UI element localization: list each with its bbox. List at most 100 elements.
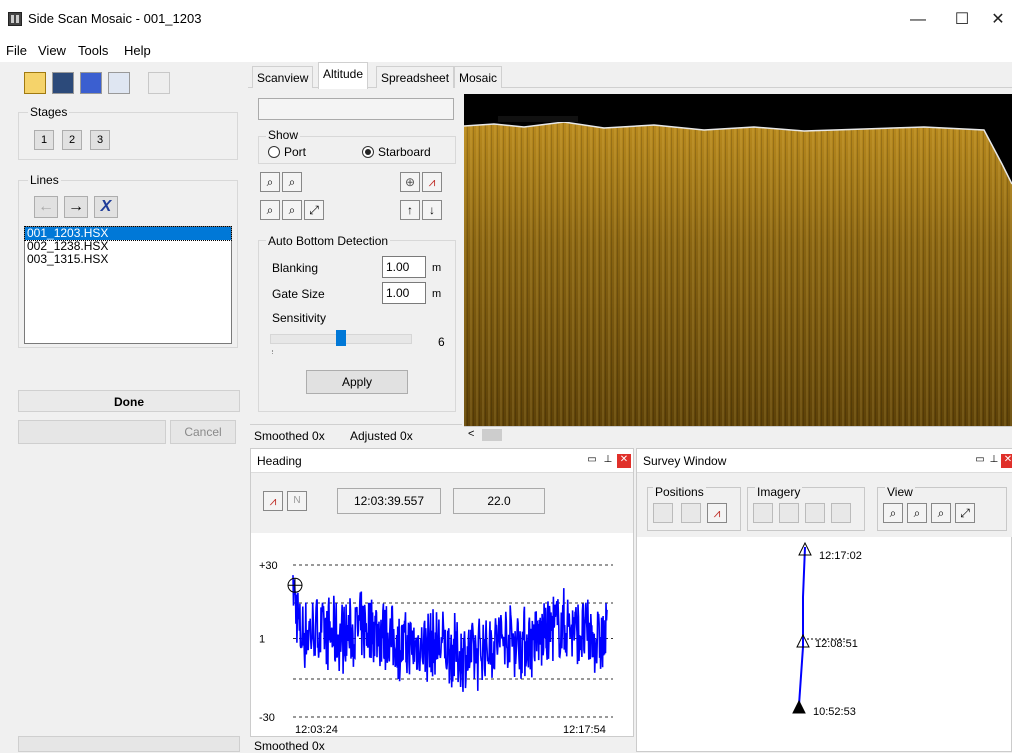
lines-list[interactable]: 001_1203.HSX 002_1238.HSX 003_1315.HSX <box>24 226 232 344</box>
open-folder-icon[interactable] <box>24 72 46 94</box>
view-label: View <box>885 485 915 499</box>
menu-help[interactable]: Help <box>124 43 151 58</box>
cancel-button[interactable]: Cancel <box>170 420 236 444</box>
position-marker <box>796 633 810 648</box>
tab-scanview[interactable]: Scanview <box>252 66 314 88</box>
scroll-left-icon[interactable]: < <box>468 428 475 440</box>
blanking-unit: m <box>432 262 442 274</box>
wave-icon[interactable]: ⩘ <box>422 172 442 192</box>
stage-1-button[interactable]: 1 <box>34 130 54 150</box>
undo-icon[interactable] <box>148 72 170 94</box>
progress-bar <box>18 420 166 444</box>
arrow-down-icon[interactable]: ↓ <box>422 200 442 220</box>
x-tick-label: 12:17:54 <box>563 724 606 735</box>
expand-icon[interactable]: ⤢ <box>304 200 324 220</box>
view-group <box>877 487 1007 531</box>
heading-header: Heading ▭ ⊥ ✕ <box>251 449 633 473</box>
lines-group <box>18 180 238 348</box>
zoom-in-icon[interactable]: ⌕ <box>907 503 927 523</box>
tab-altitude[interactable]: Altitude <box>318 62 369 89</box>
app-icon <box>8 12 22 26</box>
positions-button-2[interactable] <box>681 503 701 523</box>
imagery-button-4[interactable] <box>831 503 851 523</box>
list-icon[interactable] <box>108 72 130 94</box>
sensitivity-slider[interactable] <box>336 330 346 346</box>
arrow-left-icon[interactable]: ← <box>34 196 58 218</box>
horizontal-scrollbar[interactable]: < <box>464 426 1012 442</box>
positions-button-1[interactable] <box>653 503 673 523</box>
port-label: Port <box>284 145 307 159</box>
scroll-thumb[interactable] <box>482 429 502 441</box>
tab-mosaic[interactable]: Mosaic <box>454 66 503 88</box>
position-label: 12:08:51 <box>815 638 858 650</box>
survey-chart[interactable]: 12:17:02 12:08:51 10:52:53 <box>637 537 1011 751</box>
starboard-label: Starboard <box>378 145 431 159</box>
left-panel: Stages 1 2 3 Lines ← → X 001_1203.HSX 00… <box>0 62 246 752</box>
heading-title: Heading <box>257 454 302 468</box>
port-radio[interactable] <box>268 146 280 158</box>
maximize-button[interactable]: ☐ <box>954 11 970 28</box>
close-pane-icon[interactable]: ✕ <box>1001 454 1012 468</box>
zoom-fit-icon[interactable]: ⌕ <box>282 172 302 192</box>
crosshair-icon[interactable]: ⊕ <box>400 172 420 192</box>
tool-x-icon[interactable]: X <box>94 196 118 218</box>
arrow-up-icon[interactable]: ↑ <box>400 200 420 220</box>
save-icon[interactable] <box>52 72 74 94</box>
pin-pane-icon[interactable]: ⊥ <box>603 454 613 465</box>
heading-smoothed-label: Smoothed 0x <box>254 739 325 753</box>
title-bar: Side Scan Mosaic - 001_1203 — ☐ ✕ <box>0 0 1012 40</box>
gate-size-label: Gate Size <box>272 287 325 301</box>
bottom-status-bar <box>18 736 240 752</box>
zoom-fit-icon[interactable]: ⌕ <box>931 503 951 523</box>
north-button[interactable]: N <box>287 491 307 511</box>
heading-chart[interactable]: +30 1 -30 12:03:24 12:17:54 <box>251 535 633 735</box>
slider-ticks <box>272 350 412 354</box>
survey-toolbar: Positions ⩘ Imagery View ⌕ ⌕ ⌕ ⤢ <box>637 473 1012 537</box>
menu-view[interactable]: View <box>38 43 66 58</box>
imagery-button-3[interactable] <box>805 503 825 523</box>
menu-file[interactable]: File <box>6 43 27 58</box>
imagery-group <box>747 487 865 531</box>
heading-statusbar: Smoothed 0x <box>250 736 634 753</box>
arrow-right-icon[interactable]: → <box>64 196 88 218</box>
minimize-button[interactable]: — <box>910 11 926 28</box>
close-button[interactable]: ✕ <box>991 11 1005 28</box>
list-item[interactable]: 003_1315.HSX <box>27 252 109 266</box>
list-item[interactable]: 002_1238.HSX <box>27 239 109 253</box>
wave-icon[interactable]: ⩘ <box>263 491 283 511</box>
menu-tools[interactable]: Tools <box>78 43 109 58</box>
blanking-field[interactable]: 1.00 <box>382 256 426 278</box>
zoom-extent-icon[interactable]: ⌕ <box>883 503 903 523</box>
wave-icon[interactable]: ⩘ <box>707 503 727 523</box>
blanking-label: Blanking <box>272 261 319 275</box>
tab-spreadsheet[interactable]: Spreadsheet <box>376 66 455 88</box>
lines-label: Lines <box>28 173 61 187</box>
stages-group <box>18 112 238 160</box>
sensitivity-label: Sensitivity <box>272 311 327 325</box>
altitude-panel: Show Port Starboard ⌕ ⌕ ⊕ ⩘ ⌕ ⌕ ⤢ ↑ ↓ Au… <box>250 90 462 442</box>
position-label: 10:52:53 <box>813 706 856 718</box>
pen-icon[interactable] <box>80 72 102 94</box>
starboard-radio[interactable] <box>362 146 374 158</box>
imagery-button-2[interactable] <box>779 503 799 523</box>
zoom-in-icon[interactable]: ⌕ <box>260 172 280 192</box>
window-title: Side Scan Mosaic - 001_1203 <box>28 11 202 26</box>
altitude-input[interactable] <box>258 98 454 120</box>
close-pane-icon[interactable]: ✕ <box>617 454 631 468</box>
auto-bottom-label: Auto Bottom Detection <box>266 234 391 248</box>
gate-size-field[interactable]: 1.00 <box>382 282 426 304</box>
stage-3-button[interactable]: 3 <box>90 130 110 150</box>
restore-pane-icon[interactable]: ▭ <box>587 454 597 465</box>
restore-pane-icon[interactable]: ▭ <box>975 454 985 465</box>
list-item[interactable]: 001_1203.HSX <box>24 226 232 241</box>
zoom-plus-icon[interactable]: ⌕ <box>260 200 280 220</box>
sonar-image[interactable] <box>464 94 1012 426</box>
imagery-button-1[interactable] <box>753 503 773 523</box>
zoom-minus-icon[interactable]: ⌕ <box>282 200 302 220</box>
expand-icon[interactable]: ⤢ <box>955 503 975 523</box>
stage-2-button[interactable]: 2 <box>62 130 82 150</box>
apply-button[interactable]: Apply <box>306 370 408 394</box>
imagery-label: Imagery <box>755 485 803 499</box>
pin-pane-icon[interactable]: ⊥ <box>989 454 999 465</box>
position-marker <box>792 699 806 714</box>
